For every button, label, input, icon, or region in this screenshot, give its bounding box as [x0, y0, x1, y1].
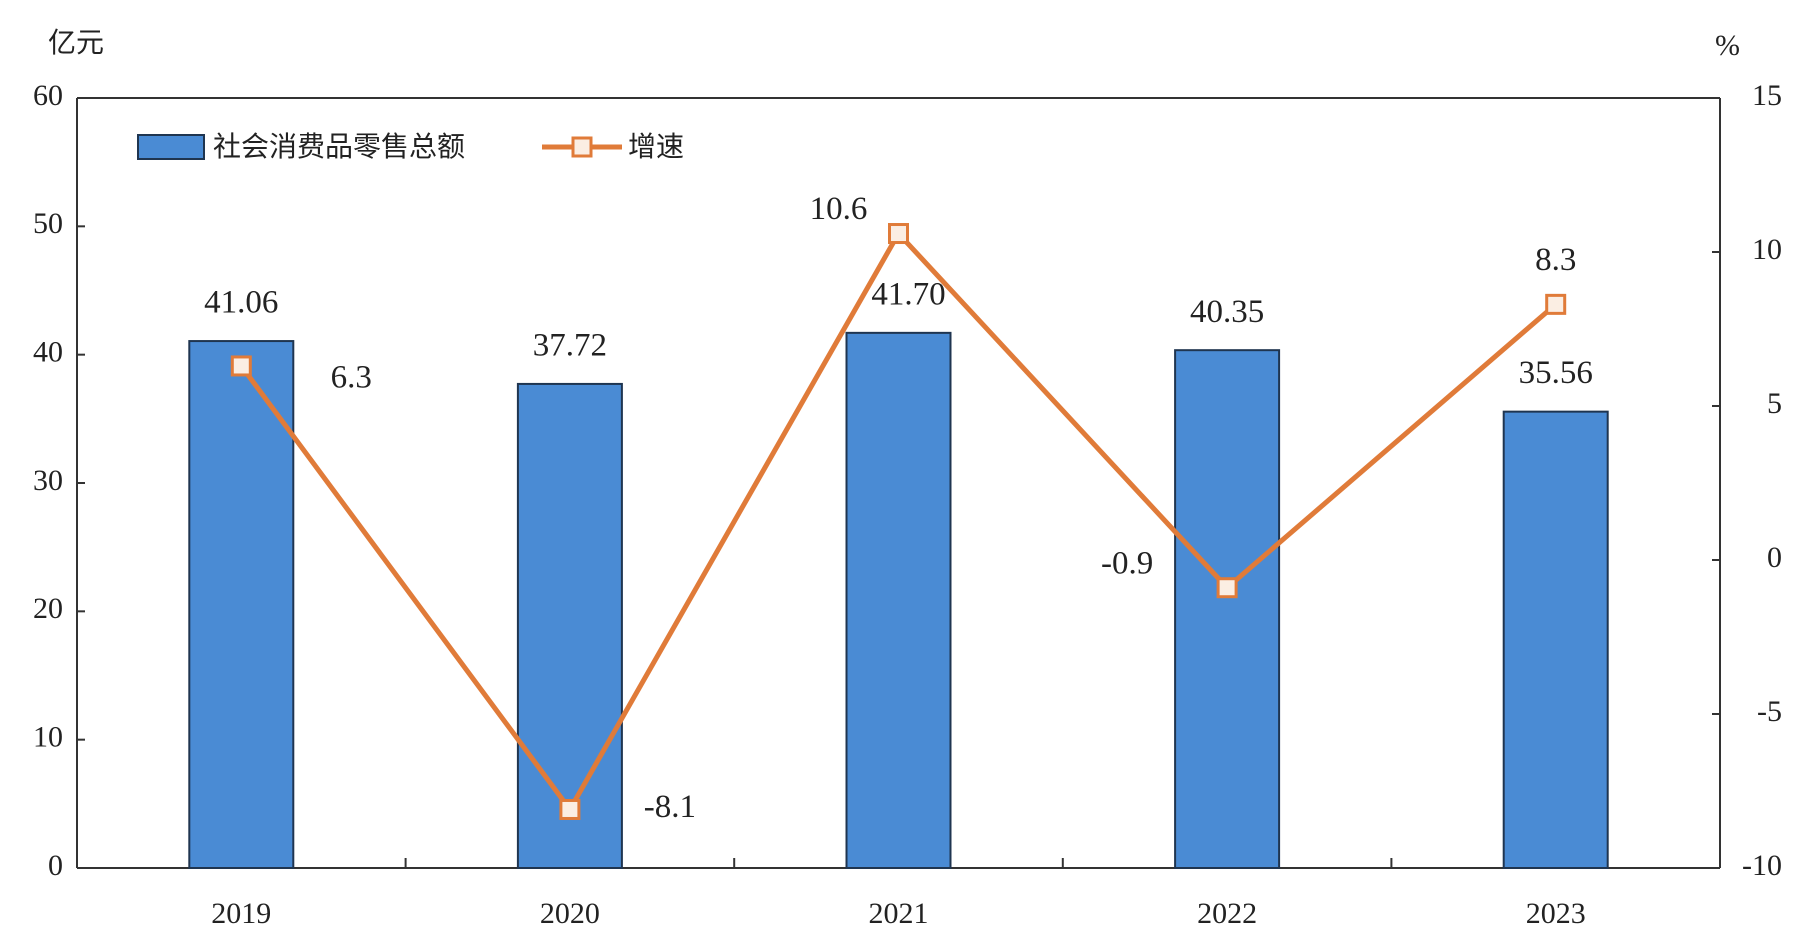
- growth-value-label: 10.6: [810, 191, 868, 227]
- x-tick-label: 2023: [1526, 897, 1586, 930]
- bar-value-label: 41.06: [204, 285, 278, 321]
- legend-marker: [571, 136, 593, 158]
- legend-label: 增速: [628, 130, 684, 163]
- y2-tick-label: 15: [1752, 79, 1782, 112]
- bar-value-label: 37.72: [533, 328, 607, 364]
- y-tick-label: 0: [48, 849, 63, 882]
- y2-tick-label: -10: [1742, 849, 1782, 882]
- legend-label: 社会消费品零售总额: [213, 130, 465, 163]
- y-tick-label: 40: [33, 336, 63, 369]
- y2-tick-label: 0: [1767, 541, 1782, 574]
- growth-marker: [1216, 577, 1238, 599]
- growth-marker: [1545, 293, 1567, 315]
- bar-value-label: 35.56: [1519, 355, 1593, 391]
- x-tick-label: 2022: [1197, 897, 1257, 930]
- bar: [516, 382, 623, 869]
- growth-value-label: -0.9: [1101, 545, 1153, 581]
- y-tick-label: 20: [33, 592, 63, 625]
- y-tick-label: 30: [33, 464, 63, 497]
- bar-value-label: 40.35: [1190, 294, 1264, 330]
- growth-marker: [559, 798, 581, 820]
- bar-value-label: 41.70: [871, 276, 945, 312]
- x-tick-label: 2021: [869, 897, 929, 930]
- y-tick-label: 10: [33, 721, 63, 754]
- legend-swatch: [137, 134, 205, 160]
- bar: [845, 331, 952, 870]
- y2-axis-unit: %: [1715, 29, 1740, 62]
- growth-value-label: 8.3: [1535, 242, 1576, 278]
- y-axis-unit: 亿元: [48, 26, 104, 59]
- bar: [1174, 349, 1281, 869]
- growth-value-label: 6.3: [331, 360, 372, 396]
- y2-tick-label: -5: [1757, 695, 1782, 728]
- y2-tick-label: 10: [1752, 233, 1782, 266]
- growth-marker: [230, 355, 252, 377]
- bar: [188, 340, 295, 869]
- y-tick-label: 60: [33, 79, 63, 112]
- x-tick-label: 2020: [540, 897, 600, 930]
- bar: [1502, 410, 1609, 869]
- x-tick-label: 2019: [211, 897, 271, 930]
- growth-value-label: -8.1: [644, 789, 696, 825]
- growth-marker: [888, 223, 909, 245]
- y2-tick-label: 5: [1767, 387, 1782, 420]
- y-tick-label: 50: [33, 207, 63, 240]
